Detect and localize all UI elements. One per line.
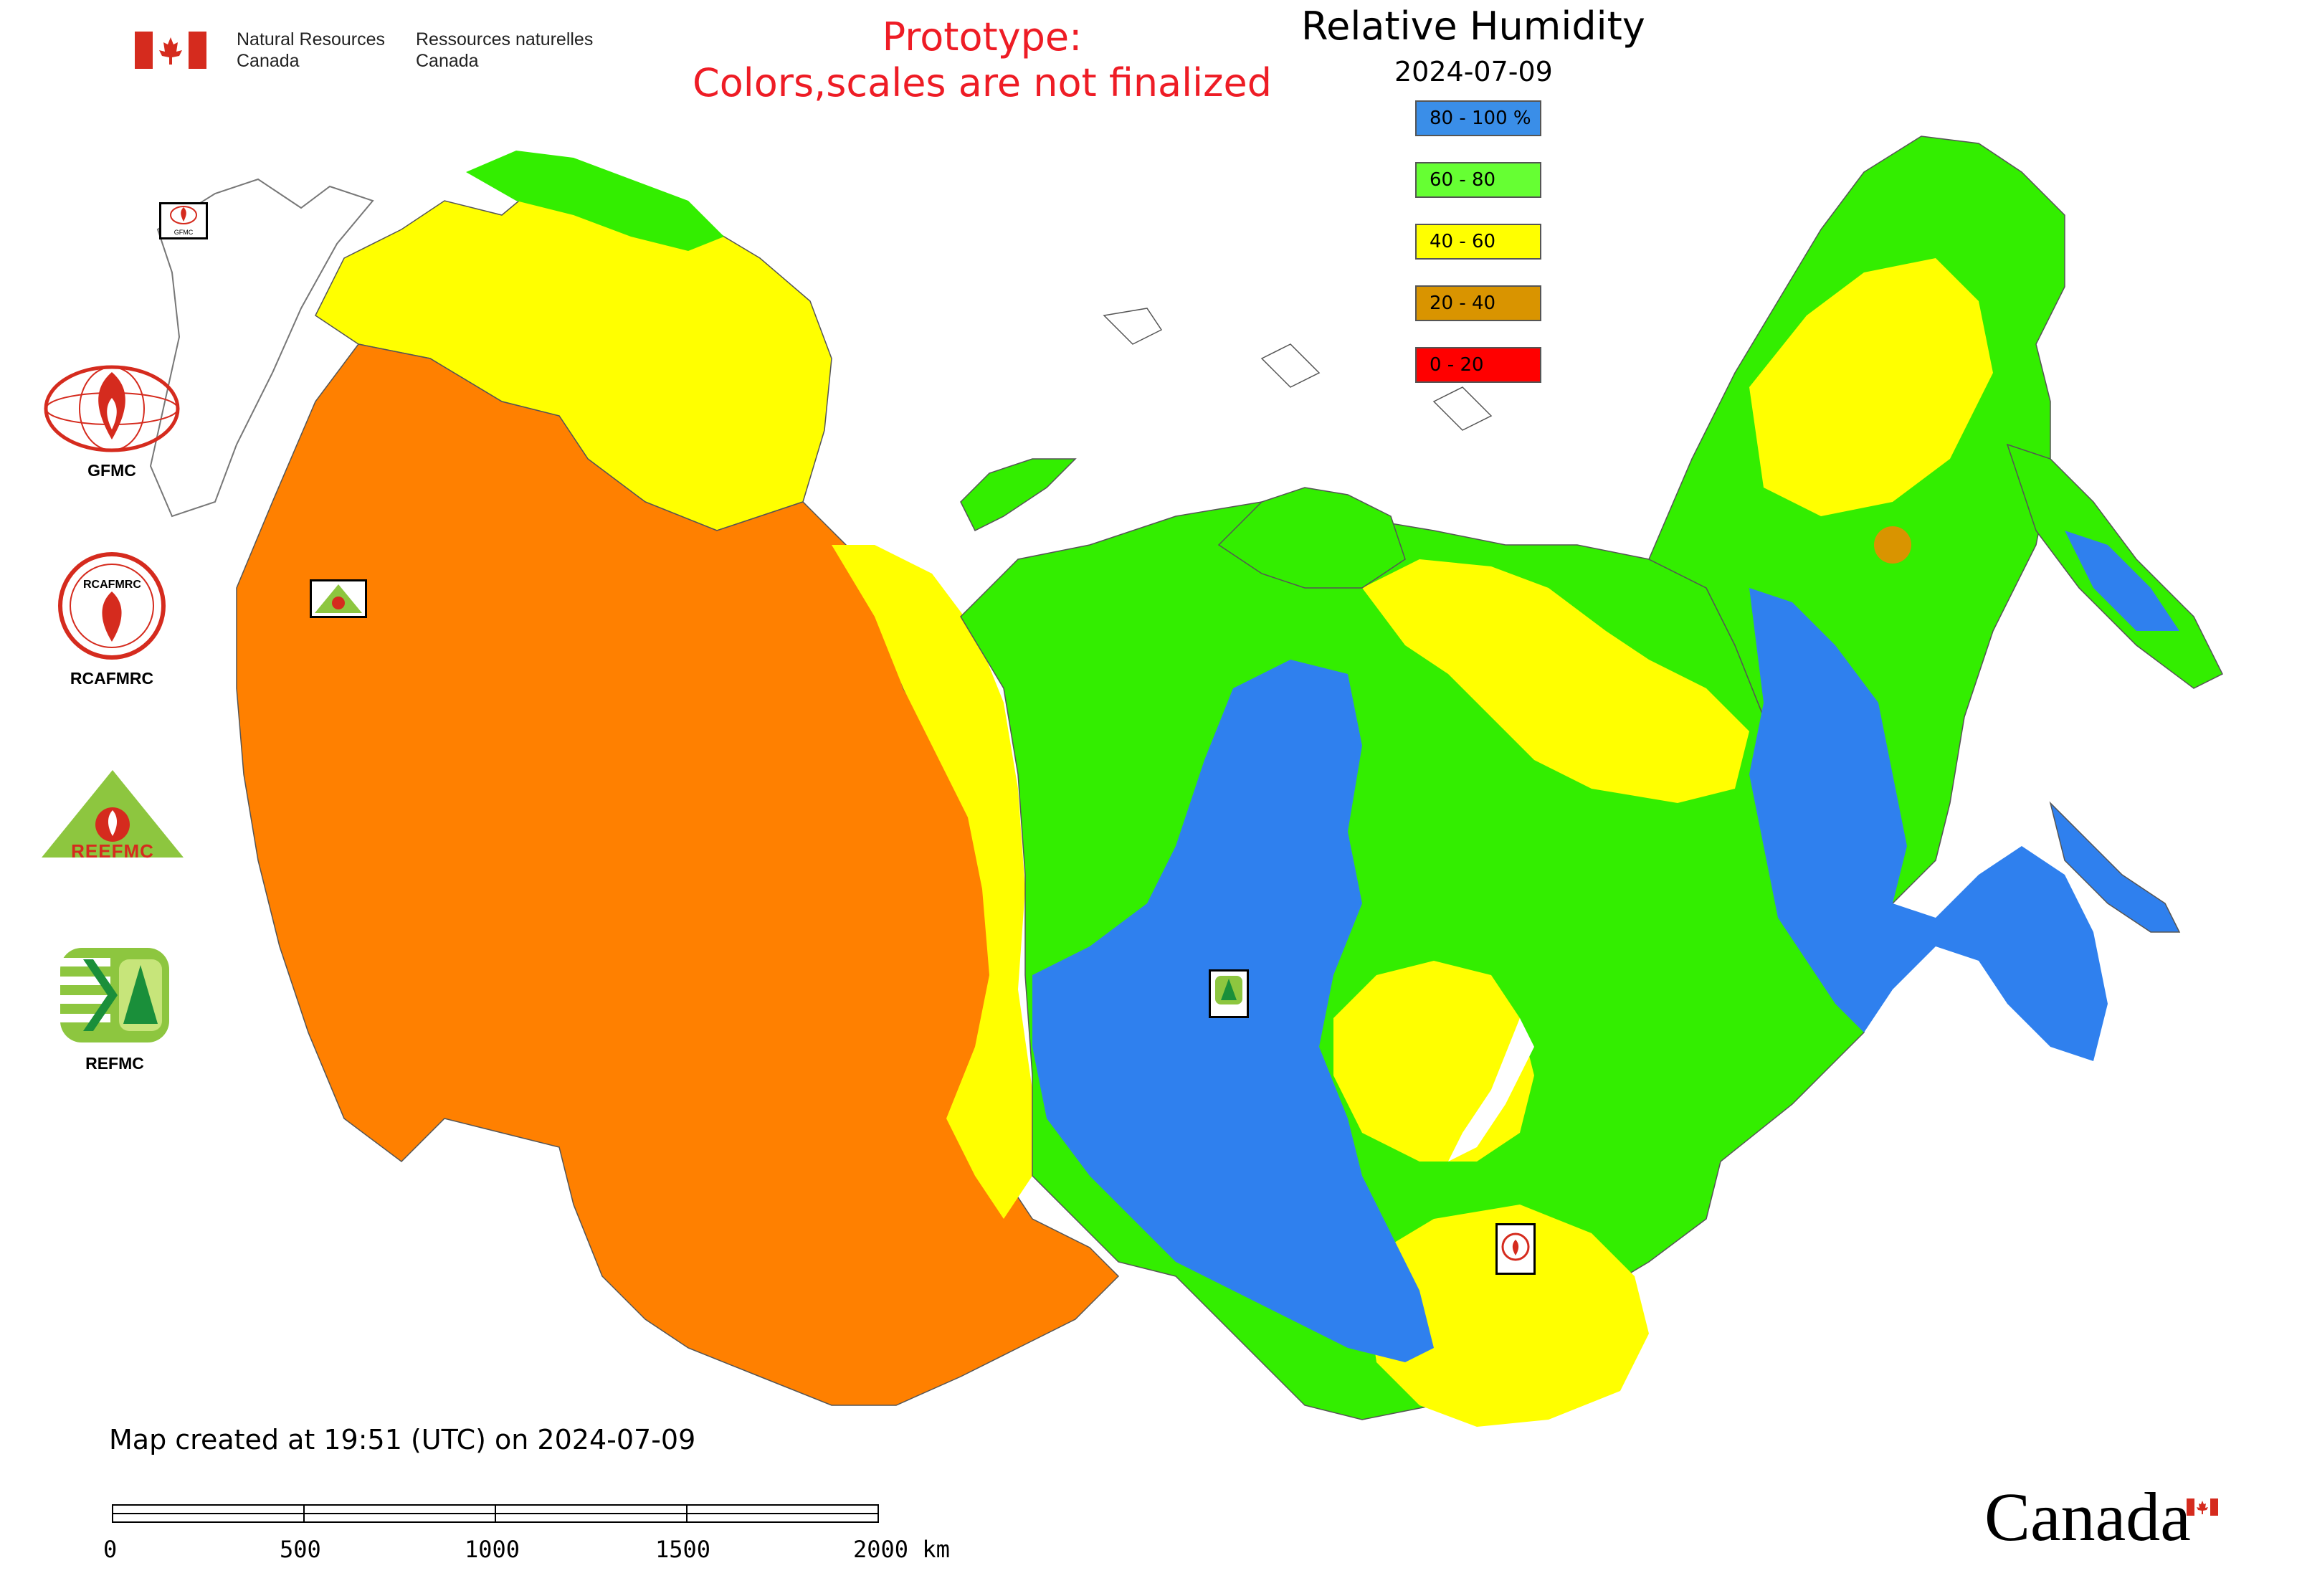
reefmc-text: REEFMC: [71, 840, 154, 862]
map-created-note: Map created at 19:51 (UTC) on 2024-07-09: [109, 1424, 696, 1455]
legend-item-40-60: 40 - 60: [1415, 224, 1541, 260]
map-date: 2024-07-09: [1394, 56, 1553, 87]
canada-flag-icon: [135, 32, 206, 69]
gfmc-globe-flame-icon: [44, 365, 180, 452]
reefmc-small-badge: [310, 579, 367, 618]
gov-signature-en: Natural Resources Canada: [237, 29, 385, 72]
legend-item-60-80: 60 - 80: [1415, 162, 1541, 198]
canada-wordmark: Canada: [1984, 1478, 2191, 1555]
rcafmrc-emblem-icon: [58, 552, 166, 660]
far-east-blue-region: [1749, 588, 2108, 1061]
rcafmrc-logo: RCAFMRC RCAFMRC: [40, 548, 184, 692]
refmc-logo: REFMC: [57, 945, 172, 1088]
northeast-yellow-region: [1749, 258, 1993, 516]
rcafmrc-small-badge: [1495, 1223, 1536, 1275]
rcafmrc-badge-text: RCAFMRC: [83, 579, 141, 591]
refmc-emblem-icon: [60, 948, 169, 1042]
gov-fr-line2: Canada: [416, 51, 479, 71]
scandinavia-outline: [149, 178, 374, 518]
gfmc-small-text: GFMC: [173, 229, 194, 236]
west-orange-region: [236, 343, 1120, 1406]
legend-item-80-100: 80 - 100 %: [1415, 100, 1541, 136]
refmc-label: REFMC: [85, 1054, 144, 1073]
legend-item-0-20: 0 - 20: [1415, 347, 1541, 383]
gfmc-label: GFMC: [87, 461, 136, 480]
kola-green-coast: [466, 151, 724, 251]
gfmc-logo: GFMC: [40, 362, 184, 480]
reefmc-triangle-icon: [42, 770, 184, 858]
scale-tick-2000: 2000 km: [853, 1536, 950, 1563]
wordmark-flag-icon: [2187, 1498, 2218, 1516]
arctic-islands: [1103, 308, 1493, 431]
gov-en-line2: Canada: [237, 51, 300, 71]
scale-tick-1000: 1000: [465, 1536, 520, 1563]
sakhalin-island: [2049, 801, 2181, 933]
gfmc-small-badge: GFMC: [159, 202, 208, 239]
refmc-small-icon: [1215, 976, 1242, 1004]
scale-bar: [112, 1504, 880, 1524]
novaya-zemlya: [960, 458, 1077, 532]
legend-item-20-40: 20 - 40: [1415, 285, 1541, 321]
scale-tick-500: 500: [280, 1536, 321, 1563]
prototype-line2: Colors,scales are not finalized: [693, 60, 1272, 105]
gfmc-small-flame-icon: [170, 206, 197, 224]
scale-tick-1500: 1500: [655, 1536, 711, 1563]
lake-baikal: [1448, 1018, 1534, 1162]
taimyr-green-region: [1217, 487, 1406, 589]
reefmc-small-triangle-icon: [315, 584, 362, 613]
gov-fr-line1: Ressources naturelles: [416, 29, 594, 49]
rcafmrc-small-icon: [1501, 1232, 1530, 1261]
prototype-line1: Prototype:: [882, 14, 1083, 60]
yakutia-yellow-region: [1362, 559, 1749, 803]
scale-bar-graphic: [112, 1504, 879, 1523]
gov-en-line1: Natural Resources: [237, 29, 386, 49]
refmc-small-badge: [1209, 969, 1249, 1018]
south-yellow-region: [1362, 1205, 1649, 1427]
rcafmrc-label: RCAFMRC: [70, 669, 154, 688]
gov-signature-fr: Ressources naturelles Canada: [416, 29, 593, 72]
ural-yellow-strip: [832, 545, 1032, 1219]
northeast-orange-spot: [1874, 526, 1911, 564]
prototype-note: Prototype: Colors,scales are not finaliz…: [645, 14, 1319, 106]
kamchatka-blue: [2065, 531, 2179, 631]
reefmc-logo: REEFMC: [37, 767, 188, 875]
map-title: Relative Humidity: [1301, 4, 1645, 49]
scale-tick-0: 0: [103, 1536, 118, 1563]
